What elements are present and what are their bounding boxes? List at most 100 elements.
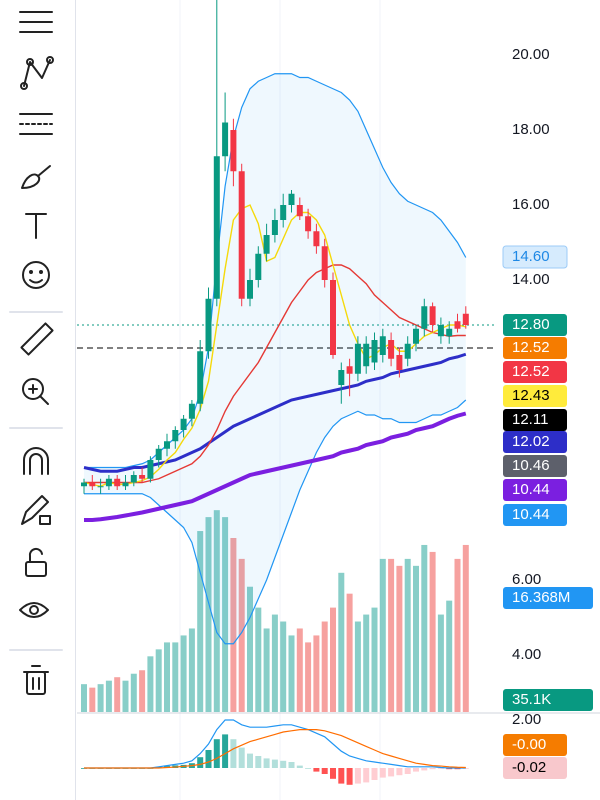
macd-histogram-bar xyxy=(413,768,419,772)
volume-bar xyxy=(437,614,444,712)
visibility-tool[interactable] xyxy=(19,602,49,618)
price-tick-label: 20.00 xyxy=(512,46,550,63)
candle-body xyxy=(230,130,237,172)
volume-bar xyxy=(130,673,137,712)
price-tag-label: 16.368M xyxy=(512,589,570,606)
fib-tool[interactable] xyxy=(19,113,53,135)
price-tag xyxy=(502,245,568,269)
overlay-line xyxy=(84,399,467,645)
candle-body xyxy=(363,343,370,367)
price-tag xyxy=(503,504,567,526)
volume-bar xyxy=(255,607,262,712)
volume-bar xyxy=(363,614,370,712)
price-tick-label: 18.00 xyxy=(512,121,550,138)
price-tag xyxy=(503,361,567,383)
macd-histogram-bar xyxy=(271,759,278,768)
macd-histogram-bar xyxy=(263,758,270,768)
signal-line xyxy=(84,729,466,769)
brush-tool[interactable] xyxy=(21,165,51,189)
macd-histogram-bar xyxy=(404,768,411,774)
volume-bar xyxy=(105,680,112,712)
volume-bar xyxy=(155,649,162,712)
candle-body xyxy=(155,448,162,460)
volume-bar xyxy=(296,628,303,712)
ruler-tool[interactable] xyxy=(20,322,54,356)
macd-histogram-bar xyxy=(238,747,245,768)
macd-histogram-bar xyxy=(230,739,237,768)
delete-tool[interactable] xyxy=(23,665,49,695)
unlock-tool[interactable] xyxy=(25,547,47,577)
text-tool[interactable] xyxy=(25,213,47,239)
volume-bar xyxy=(89,687,96,712)
volume-bar xyxy=(338,572,345,712)
lines-tool[interactable] xyxy=(19,11,53,33)
macd-histogram-bar xyxy=(396,768,403,776)
macd-histogram-bar xyxy=(255,756,262,768)
macd-histogram-bar xyxy=(388,768,395,777)
zoom-tool[interactable] xyxy=(22,378,49,405)
candle-body xyxy=(413,328,419,344)
price-tag xyxy=(503,431,567,453)
price-tag xyxy=(503,689,593,711)
candles xyxy=(81,0,469,494)
volume-bar xyxy=(205,517,212,712)
candle-body xyxy=(81,482,87,487)
volume-bar xyxy=(313,635,320,712)
volume-bar xyxy=(462,544,469,712)
candle-body xyxy=(238,171,245,299)
candle-body xyxy=(346,366,353,374)
volume-bar xyxy=(197,531,204,712)
volume-bar xyxy=(213,510,220,712)
candle-body xyxy=(462,313,469,325)
volume-bar xyxy=(396,565,403,712)
candle-body xyxy=(271,220,278,235)
macd-histogram-bar xyxy=(346,768,353,785)
volume-bar xyxy=(404,558,411,712)
price-tag xyxy=(503,479,567,501)
candle-body xyxy=(429,306,436,325)
price-tag xyxy=(503,455,567,477)
pattern-tool[interactable] xyxy=(20,56,54,90)
price-tag xyxy=(503,409,567,431)
volume-pane xyxy=(81,510,469,712)
macd-histogram-bar xyxy=(371,768,378,780)
candle-body xyxy=(255,253,262,280)
price-tag xyxy=(503,734,567,756)
candle-body xyxy=(330,280,336,355)
volume-bar xyxy=(321,621,328,712)
macd-histogram-bar xyxy=(330,768,336,779)
candle-body xyxy=(180,418,187,430)
candle-body xyxy=(197,351,204,404)
candle-body xyxy=(454,321,461,329)
lock-drawing-tool[interactable] xyxy=(21,495,51,525)
volume-bar xyxy=(379,558,386,712)
candle-body xyxy=(338,370,345,385)
candle-body xyxy=(205,298,212,352)
price-tag-label: 35.1K xyxy=(512,691,551,708)
macd-histogram-bar xyxy=(280,760,287,768)
price-tag-label: 14.60 xyxy=(512,248,550,265)
candle-body xyxy=(122,482,129,487)
candle-body xyxy=(388,340,395,359)
macd-histogram-bar xyxy=(429,768,436,770)
emoji-tool[interactable] xyxy=(22,261,50,289)
price-tick-label: 14.00 xyxy=(512,271,550,288)
macd-histogram-bar xyxy=(437,768,444,769)
candle-body xyxy=(222,122,229,157)
magnet-tool[interactable] xyxy=(23,447,49,475)
candle-body xyxy=(321,246,328,280)
price-tag-label: 10.44 xyxy=(512,506,550,523)
macd-histogram-bar xyxy=(321,768,328,774)
volume-bar xyxy=(97,684,104,712)
macd-histogram-bar xyxy=(338,768,345,784)
volume-bar xyxy=(164,642,170,712)
volume-bar xyxy=(271,614,278,712)
candle-body xyxy=(305,216,312,232)
candle-body xyxy=(354,343,361,374)
price-tag xyxy=(503,314,567,336)
price-tag-label: 12.02 xyxy=(512,433,550,450)
volume-bar xyxy=(147,656,154,712)
volume-bar xyxy=(114,677,121,712)
candle-body xyxy=(105,478,112,487)
